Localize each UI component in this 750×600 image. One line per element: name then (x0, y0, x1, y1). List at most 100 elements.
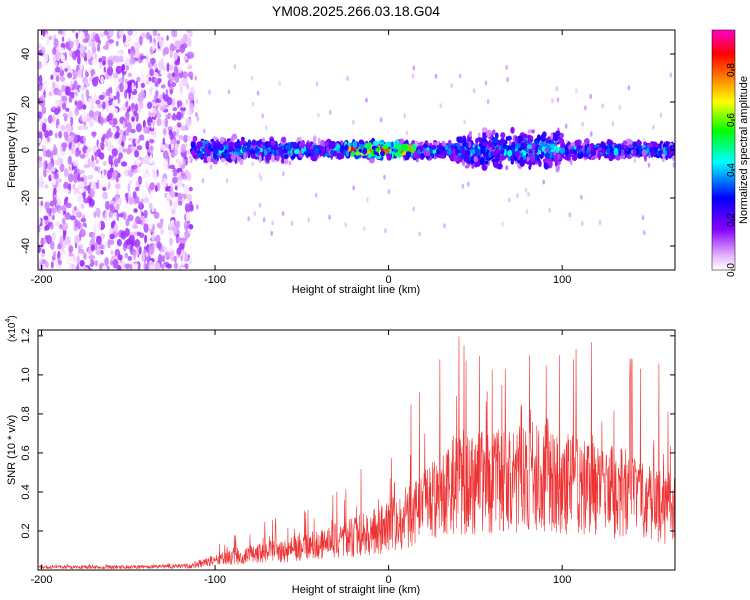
spectrogram-cell (53, 38, 59, 49)
spectrogram-cell (157, 84, 161, 93)
spectrogram-cell (652, 141, 658, 147)
y-tick-label: 0.4 (20, 484, 32, 499)
spectrogram-cell (131, 102, 135, 109)
spectrogram-cell (165, 89, 169, 95)
spectrogram-cell (648, 142, 653, 148)
spectrogram-cell (111, 144, 115, 149)
spectrogram-cell (184, 252, 189, 260)
spectrogram-cell (148, 138, 155, 144)
spectrogram-cell (570, 142, 576, 147)
spectrogram-cell (89, 161, 95, 168)
spectrogram-cell (53, 187, 57, 195)
spectrogram-cell (52, 115, 56, 123)
spectrogram-cell (75, 107, 79, 112)
spectrogram-cell (38, 230, 41, 240)
spectrogram-cell (43, 168, 47, 178)
spectrogram-cell (74, 206, 77, 211)
spectrogram-cell (53, 197, 57, 206)
spectrogram-cell (430, 145, 437, 150)
spectrogram-cell (505, 64, 508, 70)
spectrogram-cell (103, 30, 109, 36)
spectrogram-cell (104, 257, 109, 266)
spectrogram-cell (74, 219, 79, 228)
spectrogram-cell (174, 185, 178, 191)
spectrogram-cell (98, 62, 103, 70)
spectrogram-cell (149, 112, 154, 118)
x-tick-label: 100 (553, 274, 571, 286)
spectrogram-cell (453, 154, 459, 162)
spectrogram-cell (422, 143, 428, 148)
spectrogram-cell (659, 112, 663, 118)
spectrogram-cell (68, 96, 73, 103)
spectrogram-cell (89, 105, 96, 111)
spectrogram-cell (61, 36, 65, 42)
spectrogram-cell (112, 117, 118, 126)
spectrogram-cell (514, 135, 518, 141)
spectrogram-cell (590, 142, 595, 151)
spectrogram-cell (398, 138, 405, 145)
spectrogram-cell (226, 153, 230, 160)
spectrogram-cell (49, 241, 55, 250)
spectrogram-cell (405, 150, 412, 158)
spectrogram-cell (82, 222, 87, 227)
spectrogram-cell (80, 203, 85, 210)
spectrogram-cell (176, 122, 182, 128)
spectrogram-cell (228, 141, 235, 148)
spectrogram-cell (519, 157, 524, 164)
spectrogram-cell (63, 116, 68, 122)
spectrogram-cell (178, 112, 182, 120)
spectrogram-cell (179, 44, 186, 54)
spectrogram-cell (590, 131, 593, 136)
spectrogram-cell (59, 69, 65, 77)
spectrogram-cell (59, 65, 63, 72)
spectrogram-cell (70, 134, 74, 143)
spectrogram-cell (39, 98, 46, 108)
spectrogram-cell (151, 86, 156, 91)
spectrogram-cell (77, 212, 83, 218)
spectrogram-cell (206, 155, 212, 163)
spectrogram-cell (170, 143, 174, 151)
spectrogram-cell (305, 141, 309, 149)
spectrogram-cell (492, 136, 499, 144)
spectrogram-cell (131, 116, 135, 122)
spectrogram-cell (456, 137, 461, 143)
spectrogram-cell (178, 266, 182, 270)
spectrogram-cell (91, 42, 96, 48)
spectrogram-cell (63, 167, 69, 178)
spectrogram-cell (536, 134, 541, 143)
spectrogram-cell (82, 125, 89, 131)
spectrogram-cell (69, 49, 73, 58)
spectrogram-cell (70, 116, 74, 126)
spectrogram-cell (208, 89, 211, 95)
spectrogram-cell (632, 148, 637, 156)
spectrogram-cell (555, 86, 558, 92)
snr-scale-close: ) (7, 315, 18, 318)
spectrogram-cell (75, 49, 81, 57)
spectrogram-cell (117, 254, 123, 261)
spectrogram-cell (233, 64, 237, 69)
spectrogram-cell (463, 155, 470, 163)
spectrogram-cell (132, 263, 139, 270)
spectrogram-cell (149, 182, 155, 191)
spectrogram-cell (147, 127, 150, 135)
spectrogram-cell (79, 259, 85, 267)
spectrogram-cell (38, 137, 42, 144)
spectrogram-cell (60, 42, 66, 49)
spectrogram-cell (584, 138, 590, 145)
x-tick-label: 100 (553, 574, 571, 586)
spectrogram-cell (107, 39, 115, 44)
spectrogram-cell (523, 133, 528, 139)
spectrogram-cell (126, 245, 130, 250)
spectrogram-cell (70, 255, 74, 263)
colorbar-ticks: 0.0 0.2 0.4 0.6 0.8 (726, 63, 737, 277)
spectrogram-cell (194, 75, 197, 81)
spectrogram-cell (115, 175, 119, 183)
spectrogram-cell (510, 126, 515, 134)
spectrogram-cell (506, 77, 509, 82)
spectrogram-cell (149, 68, 154, 77)
spectrogram-cell (45, 235, 48, 240)
spectrogram-cell (102, 169, 105, 180)
spectrogram-cell (104, 211, 108, 222)
spectrogram-cell (550, 132, 554, 140)
spectrogram-cell (250, 75, 254, 81)
